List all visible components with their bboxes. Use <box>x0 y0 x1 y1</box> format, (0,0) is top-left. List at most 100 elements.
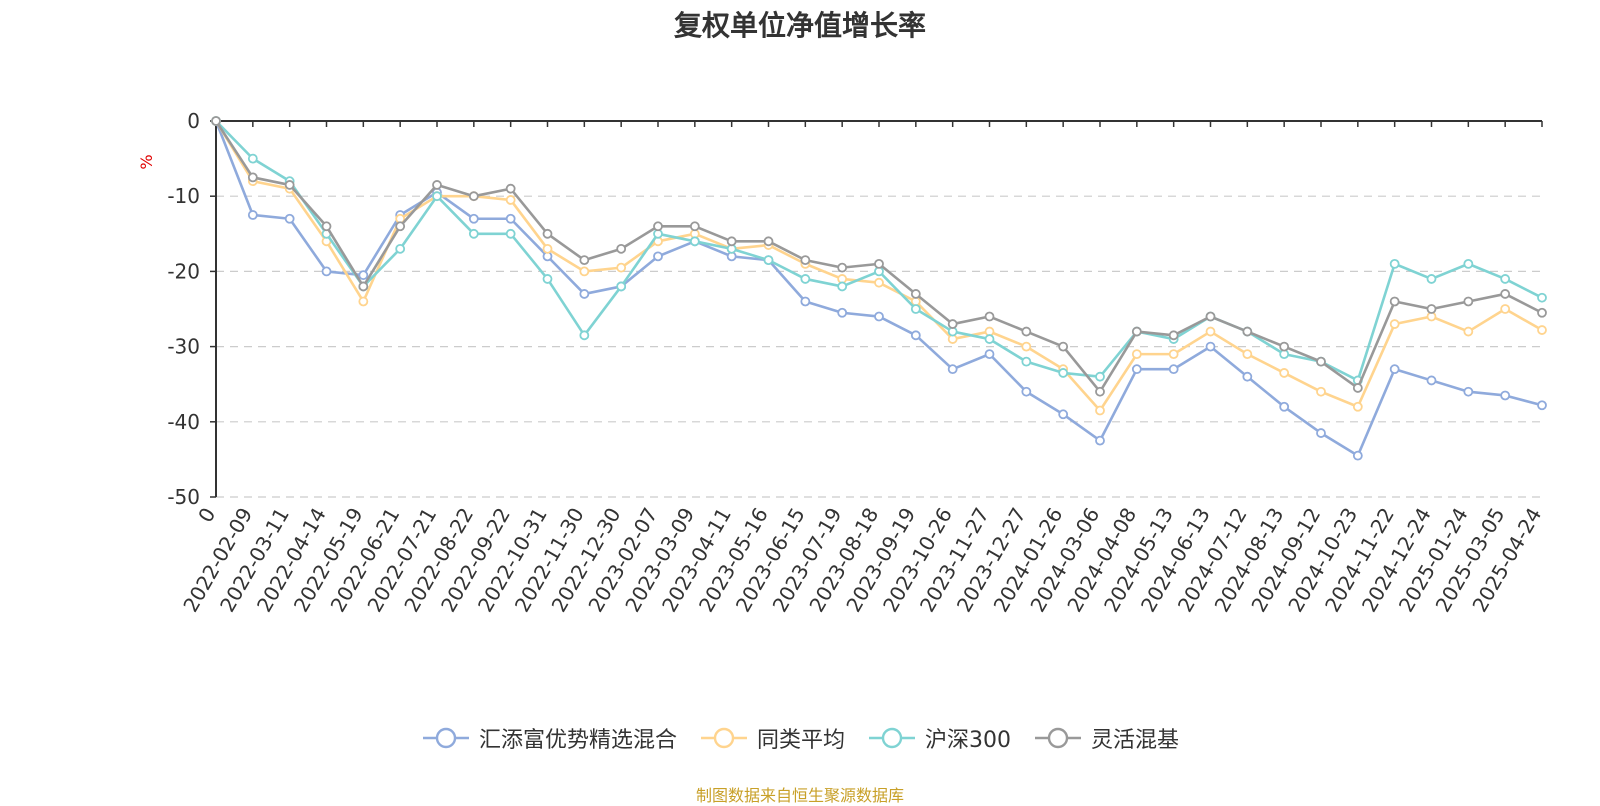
legend-item[interactable]: 灵活混基 <box>1033 722 1179 754</box>
legend-marker-icon <box>869 727 915 749</box>
legend-item[interactable]: 汇添富优势精选混合 <box>421 722 677 754</box>
data-point <box>616 243 627 254</box>
data-point <box>395 243 406 254</box>
y-tick-label: -40 <box>167 410 200 434</box>
legend-item[interactable]: 同类平均 <box>699 722 845 754</box>
data-point <box>1352 383 1363 393</box>
data-point <box>1095 371 1105 382</box>
data-point <box>1426 375 1437 386</box>
data-point <box>1463 386 1474 397</box>
data-point <box>1131 326 1142 337</box>
legend-item[interactable]: 沪深300 <box>867 722 1011 754</box>
series-lines <box>211 116 1547 461</box>
data-point <box>321 221 332 232</box>
data-point <box>874 311 884 322</box>
data-point <box>1463 326 1474 337</box>
data-point <box>1205 341 1216 352</box>
data-point <box>763 255 774 266</box>
legend-label: 灵活混基 <box>1091 728 1180 753</box>
data-point <box>211 116 221 126</box>
data-point <box>984 311 995 322</box>
data-point <box>468 213 479 224</box>
data-point <box>1021 326 1032 337</box>
data-point <box>1058 368 1069 378</box>
data-point <box>1426 304 1437 314</box>
data-point <box>1389 364 1400 375</box>
data-point <box>579 255 590 266</box>
data-point <box>358 281 369 292</box>
data-point <box>505 213 516 224</box>
data-point <box>468 191 479 202</box>
data-point <box>1316 386 1326 397</box>
data-point <box>616 262 627 273</box>
data-point <box>1537 400 1547 411</box>
data-point <box>1463 258 1474 269</box>
legend-label: 汇添富优势精选混合 <box>478 728 677 753</box>
legend-circle <box>435 727 457 749</box>
legend-circle <box>713 727 735 749</box>
y-tick-label: -30 <box>167 335 200 359</box>
data-point <box>1279 341 1290 352</box>
data-point <box>947 364 958 375</box>
y-tick-label: -50 <box>167 485 200 509</box>
data-point <box>1389 258 1400 269</box>
data-point <box>1095 386 1105 397</box>
data-point <box>1242 371 1253 382</box>
series-line-0 <box>214 120 1543 457</box>
legend-marker-icon <box>1035 727 1081 749</box>
source-note: 制图数据来自恒生聚源数据库 <box>695 786 904 805</box>
data-point <box>947 319 958 329</box>
data-point <box>505 195 516 205</box>
data-point <box>1500 289 1511 299</box>
data-point <box>1168 349 1179 360</box>
series-line-2 <box>215 120 1543 382</box>
data-point <box>1095 435 1105 446</box>
data-point <box>1242 326 1253 337</box>
data-point <box>616 281 627 292</box>
data-point <box>1316 428 1326 438</box>
data-point <box>358 296 369 307</box>
data-point <box>1058 341 1069 352</box>
data-point <box>1389 296 1400 307</box>
data-point <box>653 221 663 232</box>
data-point <box>1389 319 1400 329</box>
legend-circle <box>1047 727 1069 749</box>
y-tick-label: -10 <box>167 184 200 208</box>
data-point <box>726 236 737 247</box>
data-point <box>1021 386 1032 397</box>
data-point <box>1021 356 1032 367</box>
data-point <box>247 210 258 220</box>
data-point <box>874 258 884 269</box>
legend-marker-icon <box>422 727 469 749</box>
data-point <box>1316 356 1326 367</box>
data-point <box>653 251 663 262</box>
data-point <box>1021 341 1032 352</box>
data-point <box>1242 349 1253 360</box>
data-point <box>1500 390 1511 401</box>
data-point <box>1500 304 1511 314</box>
data-point <box>1352 450 1363 461</box>
data-point <box>1352 401 1363 412</box>
data-point <box>837 262 848 273</box>
data-point <box>579 330 590 341</box>
data-point <box>1058 409 1069 420</box>
data-point <box>1131 349 1142 360</box>
data-point <box>395 221 406 232</box>
data-point <box>505 183 516 194</box>
data-point <box>505 228 516 239</box>
legend: 汇添富优势精选混合 同类平均 沪深300 灵活混基 <box>0 722 1600 754</box>
data-point <box>837 307 848 318</box>
data-point <box>800 255 811 266</box>
data-point <box>1463 296 1474 307</box>
data-point <box>1095 405 1105 416</box>
data-point <box>432 180 442 190</box>
y-axis-label: % <box>137 154 156 169</box>
data-point <box>1426 274 1437 284</box>
data-point <box>984 334 995 344</box>
data-point <box>579 289 590 299</box>
data-point <box>321 266 332 277</box>
data-point <box>1168 364 1179 375</box>
data-point <box>800 274 811 284</box>
y-tick-label: 0 <box>187 109 200 133</box>
